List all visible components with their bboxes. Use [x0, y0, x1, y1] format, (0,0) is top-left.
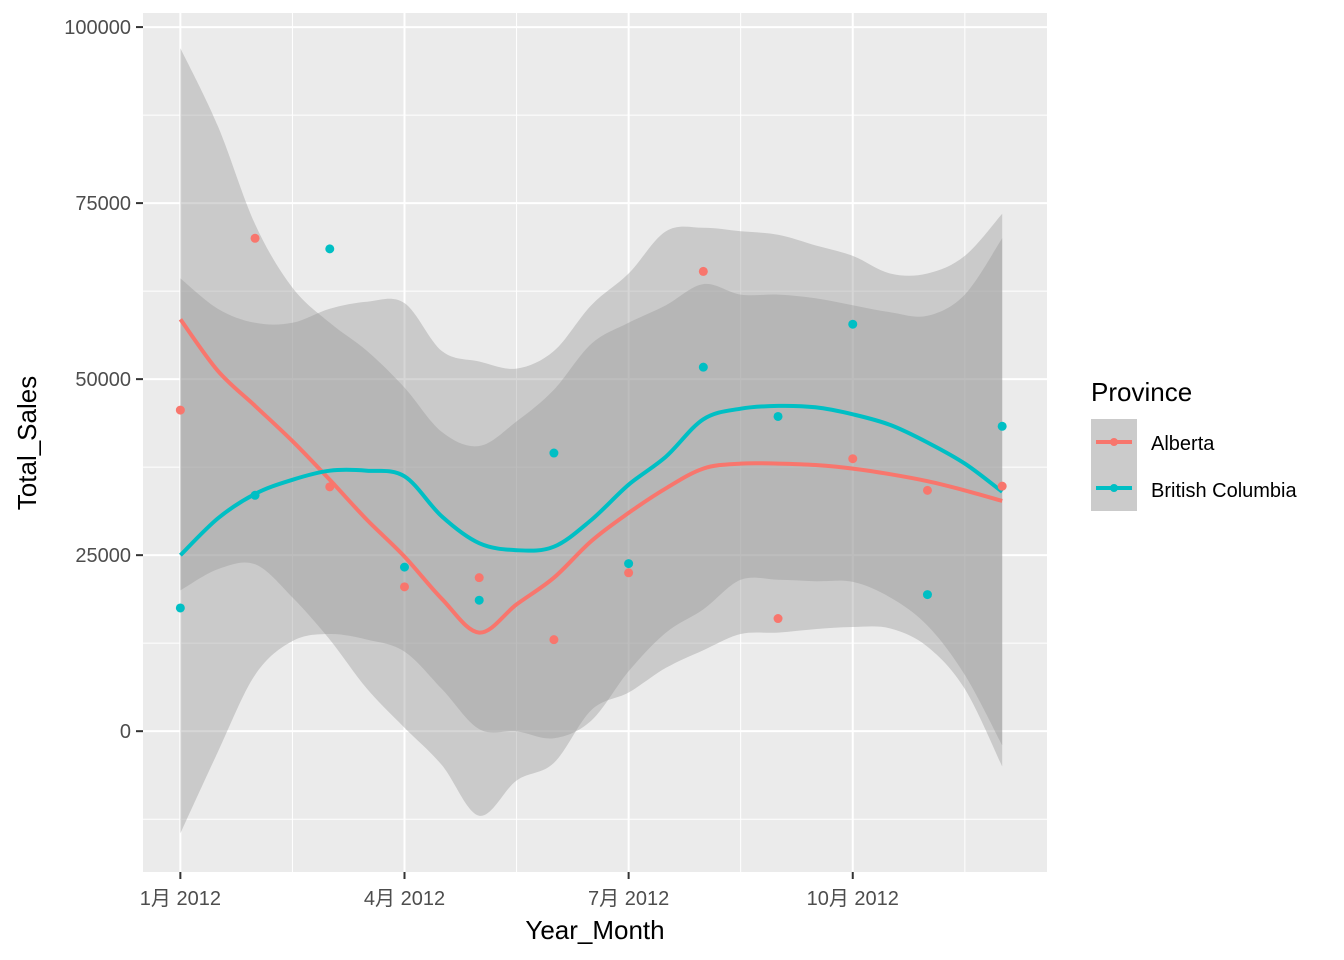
data-point-1	[624, 559, 634, 569]
data-point-1	[848, 319, 858, 329]
grid-major	[143, 13, 1047, 872]
legend-dot-alberta	[1110, 438, 1118, 446]
x-axis: 1月 2012 4月 2012 7月 2012 10月 2012	[140, 872, 899, 910]
data-points	[175, 233, 1007, 645]
data-point-0	[549, 635, 559, 645]
y-tick-label: 25000	[75, 545, 131, 567]
data-point-1	[474, 595, 484, 605]
data-point-0	[624, 568, 634, 578]
data-point-1	[698, 362, 708, 372]
data-point-1	[175, 603, 185, 613]
smooth-line-1	[178, 403, 1004, 557]
data-point-1	[399, 562, 409, 572]
data-point-1	[773, 411, 783, 421]
y-tick-label: 50000	[75, 369, 131, 391]
x-tick-label: 1月 2012	[140, 888, 221, 910]
y-tick-label: 75000	[75, 193, 131, 215]
data-point-1	[997, 421, 1007, 431]
legend-label-british-columbia: British Columbia	[1151, 480, 1297, 502]
data-point-0	[922, 485, 932, 495]
legend: Province Alberta British Columbia	[1091, 377, 1297, 511]
y-tick-label: 100000	[64, 17, 131, 39]
data-point-0	[773, 614, 783, 624]
data-point-1	[325, 244, 335, 254]
y-axis: 0 25000 50000 75000 100000	[64, 17, 143, 743]
x-axis-title: Year_Month	[525, 915, 664, 945]
y-axis-title: Total_Sales	[12, 376, 42, 510]
data-point-0	[250, 233, 260, 243]
data-point-0	[474, 573, 484, 583]
legend-dot-british-columbia	[1110, 484, 1118, 492]
data-point-0	[848, 454, 858, 464]
smooth-line-0	[178, 318, 1003, 635]
y-tick-label: 0	[120, 721, 131, 743]
data-point-0	[175, 405, 185, 415]
legend-label-alberta: Alberta	[1151, 433, 1215, 455]
data-point-0	[399, 582, 409, 592]
x-tick-label: 10月 2012	[807, 888, 899, 910]
grid-minor	[143, 13, 1047, 872]
data-point-1	[250, 490, 260, 500]
data-point-0	[325, 482, 335, 492]
smooth-lines	[178, 318, 1004, 635]
ci-band-1	[180, 213, 1003, 834]
data-point-1	[549, 448, 559, 458]
data-point-0	[698, 266, 708, 276]
ci-band-0	[180, 48, 1003, 816]
legend-title: Province	[1091, 377, 1192, 407]
confidence-bands	[180, 48, 1003, 834]
data-point-1	[922, 590, 932, 600]
x-tick-label: 7月 2012	[588, 888, 669, 910]
data-point-0	[997, 481, 1007, 491]
x-tick-label: 4月 2012	[364, 888, 445, 910]
